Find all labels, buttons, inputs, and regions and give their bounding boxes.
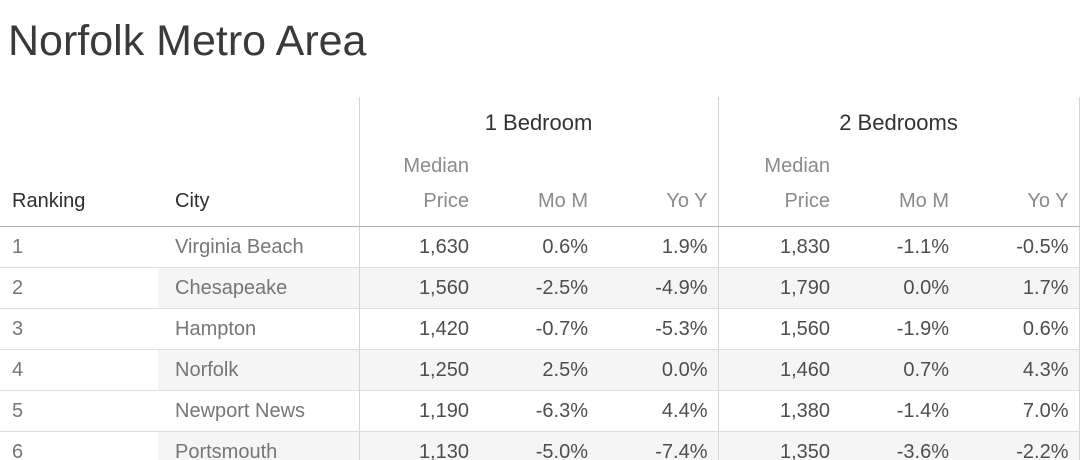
group-header-1-bedroom: 1 Bedroom bbox=[358, 97, 719, 147]
table-row: 4 Norfolk 1,250 2.5% 0.0% 1,460 0.7% 4.3… bbox=[0, 349, 1080, 391]
1br-median-price-cell[interactable]: 1,560 bbox=[358, 267, 479, 309]
2br-mom-cell[interactable]: 0.7% bbox=[840, 349, 960, 391]
ranking-cell[interactable]: 1 bbox=[0, 226, 158, 268]
2br-median-price-cell[interactable]: 1,460 bbox=[717, 349, 841, 391]
2br-yoy-cell[interactable]: -2.2% bbox=[959, 431, 1080, 460]
2br-median-price-cell[interactable]: 1,560 bbox=[717, 308, 841, 350]
column-header-city[interactable]: City bbox=[158, 147, 359, 227]
table-row: 2 Chesapeake 1,560 -2.5% -4.9% 1,790 0.0… bbox=[0, 267, 1080, 309]
city-cell[interactable]: Portsmouth bbox=[158, 431, 359, 460]
ranking-cell[interactable]: 3 bbox=[0, 308, 158, 350]
2br-yoy-cell[interactable]: 4.3% bbox=[959, 349, 1080, 391]
table-row: 3 Hampton 1,420 -0.7% -5.3% 1,560 -1.9% … bbox=[0, 308, 1080, 350]
group-header-row: 1 Bedroom 2 Bedrooms bbox=[0, 97, 1080, 147]
2br-yoy-cell[interactable]: 1.7% bbox=[959, 267, 1080, 309]
city-cell[interactable]: Virginia Beach bbox=[158, 226, 359, 268]
ranking-cell[interactable]: 4 bbox=[0, 349, 158, 391]
1br-median-price-cell[interactable]: 1,630 bbox=[358, 226, 479, 268]
ranking-cell[interactable]: 6 bbox=[0, 431, 158, 460]
1br-yoy-cell[interactable]: 0.0% bbox=[598, 349, 719, 391]
1br-mom-cell[interactable]: -5.0% bbox=[479, 431, 598, 460]
2br-mom-cell[interactable]: -3.6% bbox=[840, 431, 960, 460]
city-cell[interactable]: Newport News bbox=[158, 390, 359, 432]
2br-yoy-cell[interactable]: 7.0% bbox=[959, 390, 1080, 432]
1br-mom-cell[interactable]: 2.5% bbox=[479, 349, 598, 391]
column-header-2br-median-price[interactable]: Median Price bbox=[717, 147, 841, 227]
column-header-2br-mom[interactable]: Mo M bbox=[840, 147, 960, 227]
1br-median-price-cell[interactable]: 1,190 bbox=[358, 390, 479, 432]
column-header-1br-median-price[interactable]: Median Price bbox=[358, 147, 479, 227]
2br-yoy-cell[interactable]: -0.5% bbox=[959, 226, 1080, 268]
ranking-cell[interactable]: 5 bbox=[0, 390, 158, 432]
city-cell[interactable]: Hampton bbox=[158, 308, 359, 350]
city-cell[interactable]: Chesapeake bbox=[158, 267, 359, 309]
table-row: 5 Newport News 1,190 -6.3% 4.4% 1,380 -1… bbox=[0, 390, 1080, 432]
2br-median-price-cell[interactable]: 1,830 bbox=[717, 226, 841, 268]
2br-median-price-cell[interactable]: 1,790 bbox=[717, 267, 841, 309]
1br-yoy-cell[interactable]: -5.3% bbox=[598, 308, 719, 350]
ranking-cell[interactable]: 2 bbox=[0, 267, 158, 309]
2br-median-price-cell[interactable]: 1,350 bbox=[717, 431, 841, 460]
1br-yoy-cell[interactable]: 4.4% bbox=[598, 390, 719, 432]
column-header-1br-yoy[interactable]: Yo Y bbox=[598, 147, 719, 227]
2br-mom-cell[interactable]: 0.0% bbox=[840, 267, 960, 309]
1br-yoy-cell[interactable]: -7.4% bbox=[598, 431, 719, 460]
column-header-1br-mom[interactable]: Mo M bbox=[479, 147, 598, 227]
1br-median-price-cell[interactable]: 1,250 bbox=[358, 349, 479, 391]
1br-yoy-cell[interactable]: 1.9% bbox=[598, 226, 719, 268]
2br-mom-cell[interactable]: -1.1% bbox=[840, 226, 960, 268]
1br-mom-cell[interactable]: -2.5% bbox=[479, 267, 598, 309]
column-header-2br-yoy[interactable]: Yo Y bbox=[959, 147, 1080, 227]
2br-median-price-cell[interactable]: 1,380 bbox=[717, 390, 841, 432]
1br-median-price-cell[interactable]: 1,130 bbox=[358, 431, 479, 460]
1br-mom-cell[interactable]: -0.7% bbox=[479, 308, 598, 350]
1br-yoy-cell[interactable]: -4.9% bbox=[598, 267, 719, 309]
1br-mom-cell[interactable]: 0.6% bbox=[479, 226, 598, 268]
group-header-2-bedrooms: 2 Bedrooms bbox=[717, 97, 1080, 147]
rent-table: 1 Bedroom 2 Bedrooms Ranking City Median… bbox=[0, 97, 1080, 460]
city-cell[interactable]: Norfolk bbox=[158, 349, 359, 391]
2br-mom-cell[interactable]: -1.4% bbox=[840, 390, 960, 432]
1br-mom-cell[interactable]: -6.3% bbox=[479, 390, 598, 432]
column-header-ranking[interactable]: Ranking bbox=[0, 147, 158, 227]
table-row: 1 Virginia Beach 1,630 0.6% 1.9% 1,830 -… bbox=[0, 226, 1080, 268]
table-corner-spacer bbox=[0, 97, 359, 147]
column-header-row: Ranking City Median Price Mo M Yo Y Medi… bbox=[0, 147, 1080, 227]
1br-median-price-cell[interactable]: 1,420 bbox=[358, 308, 479, 350]
2br-yoy-cell[interactable]: 0.6% bbox=[959, 308, 1080, 350]
page-title: Norfolk Metro Area bbox=[8, 17, 367, 65]
2br-mom-cell[interactable]: -1.9% bbox=[840, 308, 960, 350]
table-row: 6 Portsmouth 1,130 -5.0% -7.4% 1,350 -3.… bbox=[0, 431, 1080, 460]
